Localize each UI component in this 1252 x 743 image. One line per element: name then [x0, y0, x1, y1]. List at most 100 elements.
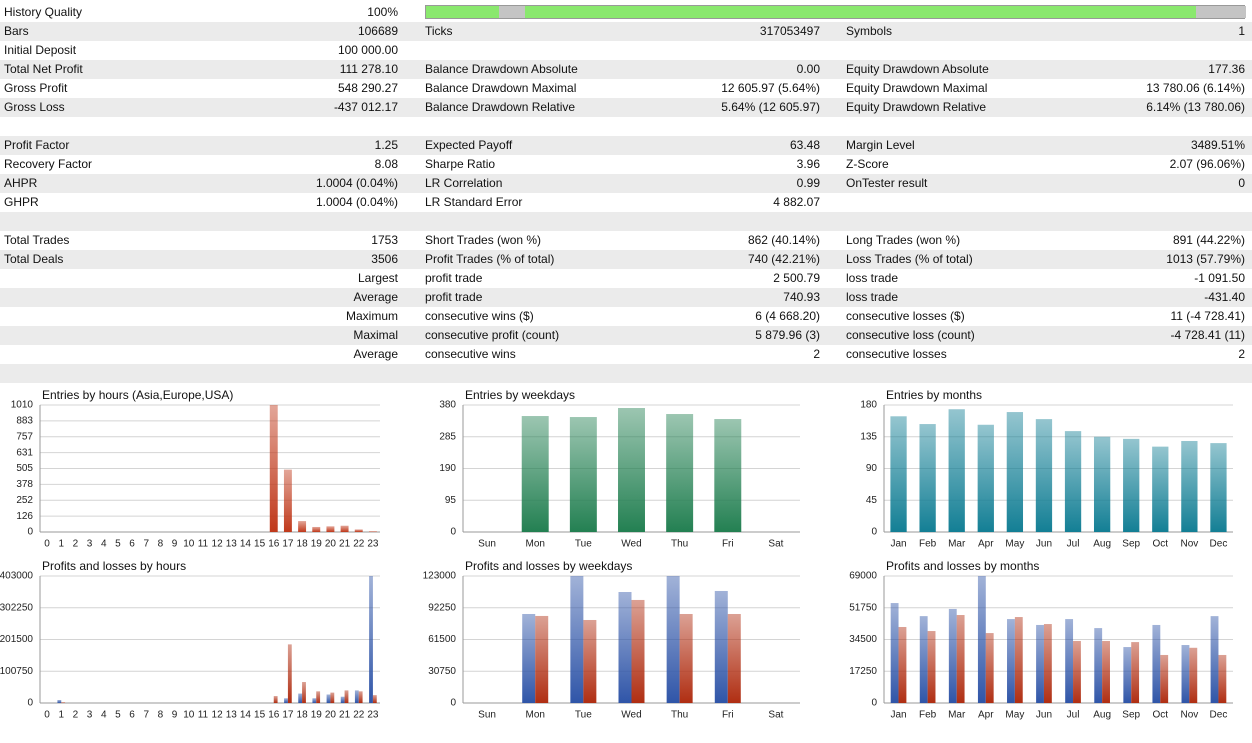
table-row: History Quality 100%: [0, 3, 1252, 22]
table-row: [0, 364, 1252, 383]
x-tick-label: Thu: [671, 710, 688, 721]
bar: [354, 529, 363, 532]
table-row: [0, 117, 1252, 136]
field-label: Profit Factor: [4, 138, 70, 152]
x-tick-label: May: [1005, 539, 1024, 550]
x-tick-label: Oct: [1153, 710, 1169, 721]
bar: [977, 576, 986, 703]
field-label: Long Trades (won %): [846, 233, 961, 247]
x-tick-label: 8: [158, 539, 164, 550]
bar: [666, 576, 680, 703]
bar: [372, 695, 377, 703]
y-tick-label: 180: [860, 400, 877, 411]
field-label: loss trade: [846, 290, 899, 304]
field-value: 740 (42.21%): [747, 252, 820, 266]
y-tick-label: 252: [16, 495, 33, 506]
table-row: Average consecutive wins 2 consecutive loss…: [0, 345, 1252, 364]
x-tick-label: 10: [183, 539, 195, 550]
field-value: 3506: [371, 252, 398, 266]
x-tick-label: 22: [353, 710, 365, 721]
y-tick-label: 0: [450, 527, 456, 538]
bar: [1210, 443, 1227, 532]
results-table: History Quality 100% Bars 106689 Ticks 317053…: [0, 3, 1252, 383]
field-value: -437 012.17: [333, 100, 398, 114]
field-value: 5 879.96 (3): [755, 328, 820, 342]
bar: [1123, 438, 1140, 532]
x-tick-label: 11: [198, 710, 209, 721]
x-tick-label: Aug: [1093, 710, 1111, 721]
x-tick-label: Jun: [1036, 710, 1052, 721]
x-tick-label: 7: [143, 710, 149, 721]
y-tick-label: 0: [871, 698, 877, 709]
bar: [287, 644, 292, 703]
bar: [1035, 419, 1053, 532]
x-tick-label: 20: [325, 539, 337, 550]
y-tick-label: 0: [27, 698, 33, 709]
x-tick-label: Oct: [1153, 539, 1169, 550]
bar: [269, 405, 278, 532]
field-value: Maximum: [345, 309, 398, 323]
chart-title: Profits and losses by months: [886, 559, 1039, 573]
field-value: 2 500.79: [773, 271, 820, 285]
bar: [535, 615, 549, 703]
bar: [927, 631, 936, 703]
bar: [369, 576, 373, 703]
bar: [302, 682, 306, 703]
field-label: LR Correlation: [425, 176, 503, 190]
x-tick-label: 12: [212, 539, 224, 550]
field-label: Recovery Factor: [4, 157, 93, 171]
x-tick-label: 14: [240, 710, 252, 721]
x-tick-label: 15: [254, 710, 266, 721]
x-tick-label: May: [1005, 710, 1024, 721]
y-tick-label: 51750: [849, 602, 877, 613]
x-tick-label: Dec: [1210, 539, 1228, 550]
field-value: 1: [1238, 24, 1245, 38]
field-label: Expected Payoff: [425, 138, 513, 152]
table-row: Largest profit trade 2 500.79 loss trade -1 …: [0, 269, 1252, 288]
bar: [273, 696, 278, 703]
x-tick-label: Mar: [948, 539, 966, 550]
y-tick-label: 190: [439, 463, 456, 474]
field-value: 0.99: [796, 176, 820, 190]
x-tick-label: Fri: [722, 710, 734, 721]
bar: [1102, 640, 1110, 703]
field-label: Sharpe Ratio: [425, 157, 496, 171]
x-tick-label: Sun: [478, 539, 496, 550]
x-tick-label: Sat: [768, 539, 783, 550]
y-tick-label: 883: [16, 416, 33, 427]
bar: [1094, 628, 1103, 703]
bar: [1065, 619, 1074, 703]
field-label: profit trade: [425, 290, 483, 304]
bar: [919, 424, 936, 532]
x-tick-label: Nov: [1180, 710, 1198, 721]
x-tick-label: Apr: [978, 539, 994, 550]
field-label: consecutive losses ($): [846, 309, 965, 323]
bar: [1131, 642, 1140, 703]
x-tick-label: 19: [311, 539, 323, 550]
field-value: 317053497: [759, 24, 820, 38]
y-tick-label: 285: [439, 431, 456, 442]
bar: [1007, 619, 1015, 703]
field-label: consecutive losses: [846, 347, 947, 361]
chart-title: Profits and losses by hours: [42, 559, 186, 573]
field-label: Ticks: [425, 24, 453, 38]
table-row: Initial Deposit 100 000.00: [0, 41, 1252, 60]
field-label: Total Deals: [4, 252, 64, 266]
y-tick-label: 757: [16, 431, 33, 442]
x-tick-label: 18: [297, 539, 309, 550]
table-row: Maximal consecutive profit (count) 5 879.9…: [0, 326, 1252, 345]
field-value: -431.40: [1204, 290, 1245, 304]
field-value: 12 605.97 (5.64%): [721, 81, 820, 95]
bar: [666, 414, 694, 532]
field-label: Equity Drawdown Maximal: [846, 81, 988, 95]
y-tick-label: 30750: [428, 666, 456, 677]
bar: [714, 590, 728, 703]
x-tick-label: 6: [129, 710, 135, 721]
x-tick-label: 13: [226, 539, 238, 550]
bar: [898, 626, 907, 703]
field-value: 6.14% (13 780.06): [1146, 100, 1245, 114]
x-tick-label: Jul: [1067, 710, 1080, 721]
field-value: 100 000.00: [337, 43, 398, 57]
